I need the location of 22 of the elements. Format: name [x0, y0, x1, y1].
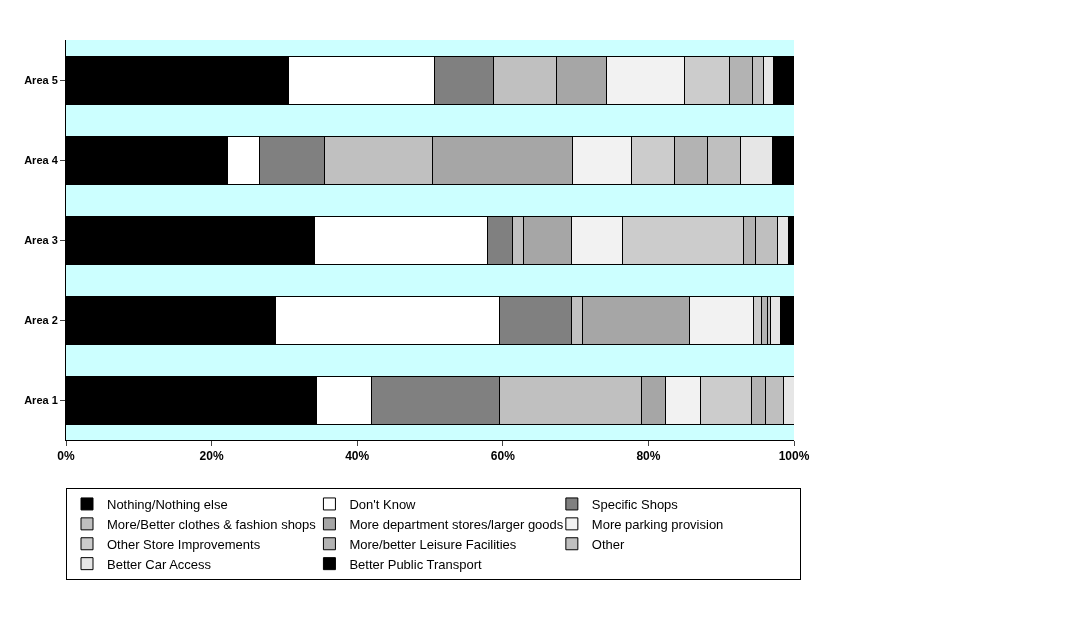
y-tick-label: Area 2 — [24, 313, 58, 326]
y-tick-label: Area 1 — [24, 393, 58, 406]
legend-label: Nothing/Nothing else — [107, 497, 228, 513]
legend-label: More/better Leisure Facilities — [349, 536, 517, 552]
legend-label: More parking provision — [591, 516, 724, 532]
legend-label: Don't Know — [349, 497, 417, 513]
legend-label: Better Public Transport — [349, 556, 483, 572]
x-tick-label: 20% — [199, 449, 224, 464]
legend-label: Other Store Improvements — [107, 536, 261, 552]
x-tick-label: 80% — [636, 449, 661, 464]
y-tick-label: Area 5 — [24, 73, 58, 86]
x-tick-label: 0% — [57, 449, 75, 464]
legend-label: More/Better clothes & fashion shops — [107, 516, 317, 532]
legend-label: Specific Shops — [591, 497, 679, 513]
x-tick-label: 60% — [490, 449, 516, 464]
y-tick-label: Area 4 — [24, 153, 59, 166]
x-tick-label: 100% — [778, 449, 810, 464]
legend-label: Other — [591, 536, 626, 552]
legend-label: More department stores/larger goods — [349, 516, 564, 532]
x-tick-label: 40% — [345, 449, 370, 464]
legend-label: Better Car Access — [107, 556, 212, 572]
y-tick-label: Area 3 — [24, 233, 58, 246]
